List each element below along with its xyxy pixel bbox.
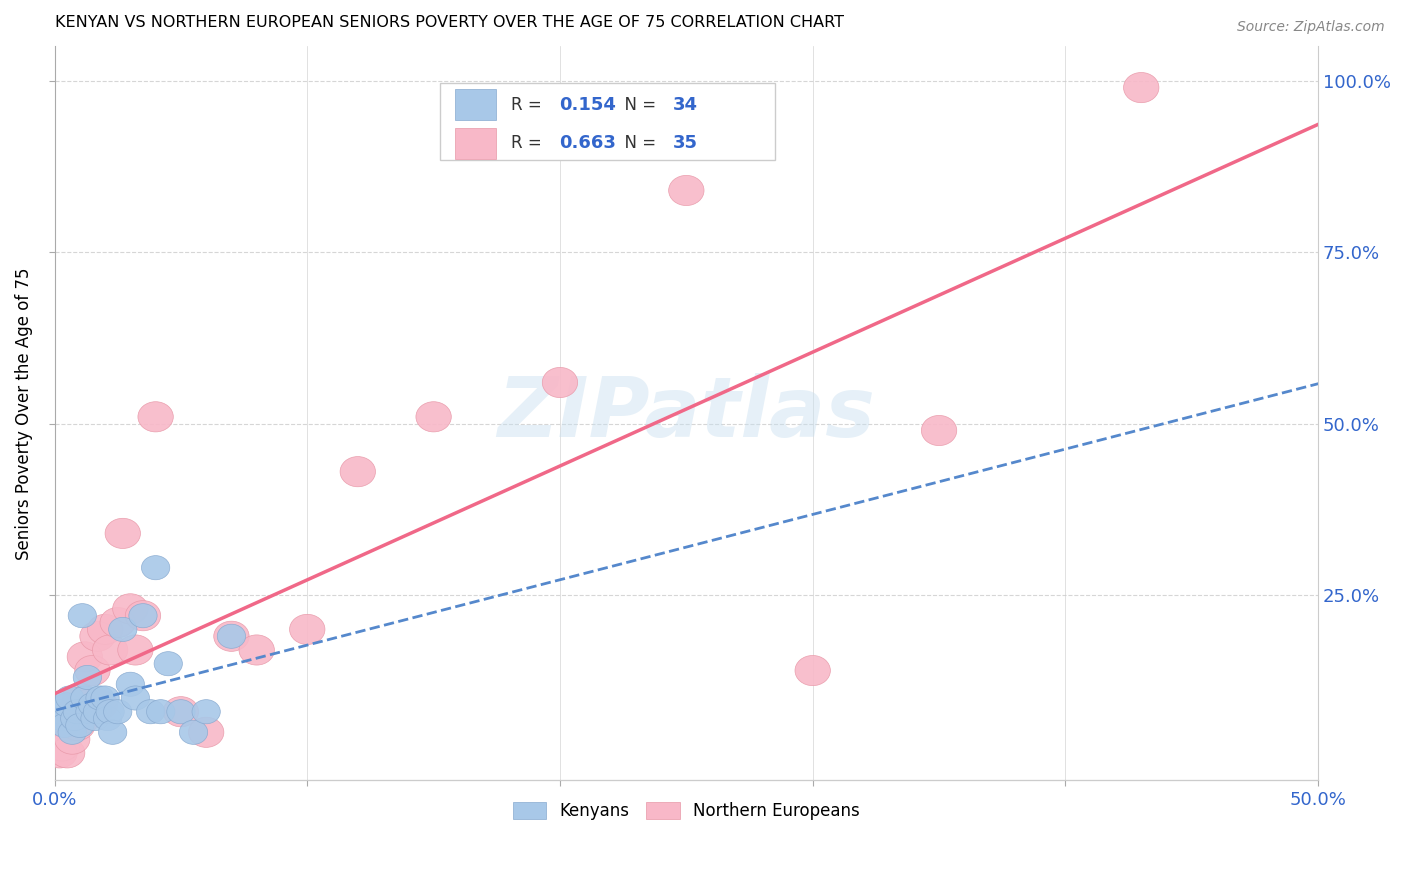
Ellipse shape	[49, 738, 84, 768]
Ellipse shape	[669, 176, 704, 205]
Ellipse shape	[55, 724, 90, 755]
Ellipse shape	[100, 607, 135, 638]
Text: 35: 35	[672, 134, 697, 153]
Ellipse shape	[79, 693, 107, 717]
Ellipse shape	[105, 518, 141, 549]
Text: 0.663: 0.663	[558, 134, 616, 153]
Ellipse shape	[163, 697, 198, 727]
Ellipse shape	[290, 615, 325, 645]
Ellipse shape	[543, 368, 578, 398]
Ellipse shape	[48, 706, 76, 731]
Ellipse shape	[96, 699, 124, 723]
Ellipse shape	[51, 714, 79, 738]
Ellipse shape	[125, 600, 160, 631]
Ellipse shape	[53, 693, 82, 717]
Ellipse shape	[46, 704, 83, 733]
Ellipse shape	[73, 665, 101, 690]
Ellipse shape	[45, 699, 73, 723]
Text: 34: 34	[672, 95, 697, 113]
Ellipse shape	[45, 731, 80, 761]
Ellipse shape	[60, 706, 89, 731]
Text: R =: R =	[510, 95, 547, 113]
Ellipse shape	[93, 635, 128, 665]
FancyBboxPatch shape	[440, 83, 775, 161]
Ellipse shape	[59, 710, 96, 740]
Ellipse shape	[67, 641, 103, 672]
Ellipse shape	[117, 673, 145, 697]
Ellipse shape	[67, 604, 97, 628]
Ellipse shape	[70, 686, 98, 710]
Ellipse shape	[193, 699, 221, 723]
Ellipse shape	[146, 699, 174, 723]
Text: N =: N =	[614, 95, 662, 113]
Ellipse shape	[65, 704, 100, 733]
Ellipse shape	[108, 617, 136, 641]
Ellipse shape	[83, 699, 111, 723]
Ellipse shape	[58, 720, 86, 744]
Ellipse shape	[121, 686, 149, 710]
Ellipse shape	[239, 635, 274, 665]
Text: 0.154: 0.154	[558, 95, 616, 113]
Ellipse shape	[118, 635, 153, 665]
Ellipse shape	[91, 686, 120, 710]
Ellipse shape	[104, 699, 132, 723]
Ellipse shape	[142, 556, 170, 580]
Ellipse shape	[136, 699, 165, 723]
Ellipse shape	[98, 720, 127, 744]
Ellipse shape	[1123, 72, 1159, 103]
Ellipse shape	[63, 699, 91, 723]
Ellipse shape	[62, 683, 97, 713]
Ellipse shape	[188, 717, 224, 747]
Ellipse shape	[52, 710, 87, 740]
Ellipse shape	[58, 697, 93, 727]
Text: ZIPatlas: ZIPatlas	[498, 373, 876, 454]
Ellipse shape	[83, 690, 118, 720]
Y-axis label: Seniors Poverty Over the Age of 75: Seniors Poverty Over the Age of 75	[15, 267, 32, 559]
FancyBboxPatch shape	[456, 128, 495, 159]
Ellipse shape	[340, 457, 375, 487]
Ellipse shape	[180, 720, 208, 744]
Ellipse shape	[416, 401, 451, 432]
Ellipse shape	[214, 621, 249, 651]
Ellipse shape	[218, 624, 246, 648]
Ellipse shape	[76, 699, 104, 723]
Ellipse shape	[87, 615, 122, 645]
Ellipse shape	[167, 699, 195, 723]
Ellipse shape	[129, 604, 157, 628]
Text: N =: N =	[614, 134, 662, 153]
Ellipse shape	[56, 686, 84, 710]
Legend: Kenyans, Northern Europeans: Kenyans, Northern Europeans	[506, 796, 866, 827]
Ellipse shape	[75, 656, 110, 686]
Ellipse shape	[155, 652, 183, 676]
Ellipse shape	[70, 690, 105, 720]
Text: KENYAN VS NORTHERN EUROPEAN SENIORS POVERTY OVER THE AGE OF 75 CORRELATION CHART: KENYAN VS NORTHERN EUROPEAN SENIORS POVE…	[55, 15, 844, 30]
Ellipse shape	[93, 706, 122, 731]
Ellipse shape	[66, 714, 94, 738]
Ellipse shape	[138, 401, 173, 432]
Ellipse shape	[80, 621, 115, 651]
Text: Source: ZipAtlas.com: Source: ZipAtlas.com	[1237, 20, 1385, 34]
Ellipse shape	[112, 594, 148, 624]
Ellipse shape	[794, 656, 831, 686]
Ellipse shape	[42, 738, 77, 768]
Ellipse shape	[86, 686, 114, 710]
Ellipse shape	[80, 706, 110, 731]
FancyBboxPatch shape	[456, 89, 495, 120]
Text: R =: R =	[510, 134, 547, 153]
Ellipse shape	[921, 416, 956, 446]
